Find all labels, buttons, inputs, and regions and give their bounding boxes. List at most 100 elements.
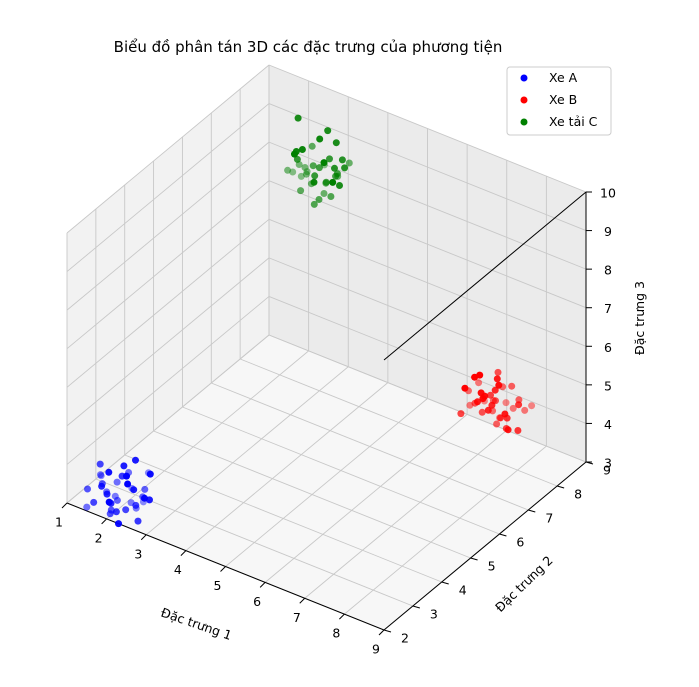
grid-line-left-z — [66, 103, 270, 272]
grid-line-floor-x — [145, 366, 349, 536]
grid-line-floor-x — [264, 414, 468, 583]
legend-label-xe-b: Xe B — [549, 92, 577, 107]
x-tick-label: 5 — [214, 578, 222, 593]
grid-line-left-z — [66, 257, 270, 427]
data-point-series-2 — [302, 170, 310, 178]
grid-line-floor-y — [239, 358, 558, 487]
data-point-series-0 — [132, 504, 140, 512]
data-point-series-2 — [315, 196, 323, 203]
grid-line-floor-x — [106, 350, 309, 520]
data-point-series-1 — [489, 407, 497, 415]
data-point-series-2 — [332, 172, 340, 180]
x-tick-label: 8 — [332, 626, 340, 641]
y-axis-label: Đặc trưng 2 — [492, 553, 556, 615]
data-point-series-1 — [496, 414, 503, 422]
data-point-series-2 — [311, 172, 319, 180]
data-point-series-0 — [141, 494, 148, 502]
x-tick-mark — [339, 613, 345, 620]
data-point-series-0 — [111, 492, 119, 500]
data-point-series-2 — [332, 139, 340, 147]
data-point-series-1 — [497, 414, 504, 422]
data-points — [83, 114, 536, 528]
data-point-series-0 — [122, 506, 130, 514]
data-point-series-2 — [316, 135, 324, 143]
x-tick-mark — [299, 597, 306, 604]
data-point-series-1 — [509, 404, 517, 412]
data-point-series-1 — [508, 382, 516, 390]
data-point-series-2 — [284, 166, 292, 174]
data-point-series-0 — [105, 498, 113, 506]
data-point-series-1 — [493, 375, 501, 383]
data-point-series-0 — [132, 456, 139, 464]
data-point-series-2 — [308, 142, 316, 150]
data-point-series-0 — [123, 472, 130, 480]
y-tick-label: 8 — [574, 487, 582, 502]
z-tick-label: 5 — [604, 378, 612, 393]
data-point-series-1 — [476, 371, 484, 379]
data-point-series-0 — [127, 499, 135, 507]
grid-line-back-z — [268, 218, 587, 347]
x-tick-mark — [220, 566, 226, 572]
grid-line-floor-x — [344, 445, 547, 615]
z-tick-label: 6 — [604, 340, 612, 355]
x-tick-mark — [378, 629, 385, 636]
grid-line-floor-x — [225, 398, 428, 567]
grid-line-floor-x — [185, 382, 389, 551]
x-tick-label: 1 — [55, 515, 63, 530]
data-point-series-1 — [461, 384, 469, 392]
y-tick-label: 7 — [545, 511, 553, 526]
grid-line-left-z — [66, 141, 270, 311]
data-point-series-0 — [124, 480, 132, 488]
y-tick-label: 2 — [401, 631, 409, 646]
data-point-series-0 — [105, 468, 113, 476]
y-tick-label: 9 — [603, 463, 611, 478]
legend-label-xe-a: Xe A — [549, 70, 578, 85]
data-point-series-1 — [502, 399, 510, 407]
data-point-series-2 — [320, 190, 328, 197]
data-point-series-1 — [514, 427, 522, 434]
data-point-series-2 — [293, 155, 301, 163]
grid-line-floor-y — [153, 430, 471, 559]
data-point-series-1 — [478, 408, 486, 416]
data-point-series-1 — [474, 398, 481, 406]
axes-panes — [67, 65, 586, 630]
data-point-series-2 — [331, 164, 338, 172]
y-tick-mark — [557, 485, 565, 489]
grid-line-left-z — [66, 296, 270, 465]
data-point-series-0 — [103, 490, 111, 498]
data-point-series-2 — [289, 168, 297, 176]
grid-line-floor-x — [304, 429, 508, 599]
data-point-series-1 — [489, 397, 497, 404]
data-point-series-1 — [504, 426, 512, 434]
data-point-series-2 — [322, 179, 330, 187]
data-point-series-1 — [495, 381, 503, 389]
y-tick-label: 6 — [516, 535, 524, 550]
data-point-series-2 — [307, 180, 315, 188]
data-point-series-0 — [113, 478, 121, 486]
data-point-series-0 — [115, 520, 122, 528]
data-point-series-1 — [475, 379, 483, 387]
data-point-series-2 — [327, 193, 335, 200]
z-tick-label: 8 — [604, 263, 612, 278]
z-tick-label: 7 — [604, 301, 612, 316]
grid-line-floor-y — [182, 406, 500, 535]
data-point-series-2 — [336, 182, 343, 189]
data-point-series-0 — [146, 470, 154, 478]
z-axis-label: Đặc trưng 3 — [632, 281, 647, 355]
data-point-series-1 — [477, 389, 485, 397]
grid-line-floor-y — [124, 454, 442, 583]
grid-line-back-z — [268, 334, 587, 463]
grid-line-left-z — [66, 218, 270, 388]
data-point-series-2 — [297, 187, 305, 195]
y-tick-mark — [499, 533, 507, 537]
grid-line-back-z — [268, 180, 587, 309]
x-tick-label: 7 — [293, 610, 301, 625]
y-tick-mark — [528, 509, 536, 513]
data-point-series-1 — [493, 420, 501, 428]
grid-line-floor-y — [211, 382, 529, 511]
y-tick-label: 4 — [459, 583, 467, 598]
data-point-series-2 — [309, 162, 317, 170]
data-point-series-0 — [130, 486, 138, 494]
x-tick-label: 4 — [174, 562, 182, 577]
data-point-series-0 — [106, 510, 114, 518]
